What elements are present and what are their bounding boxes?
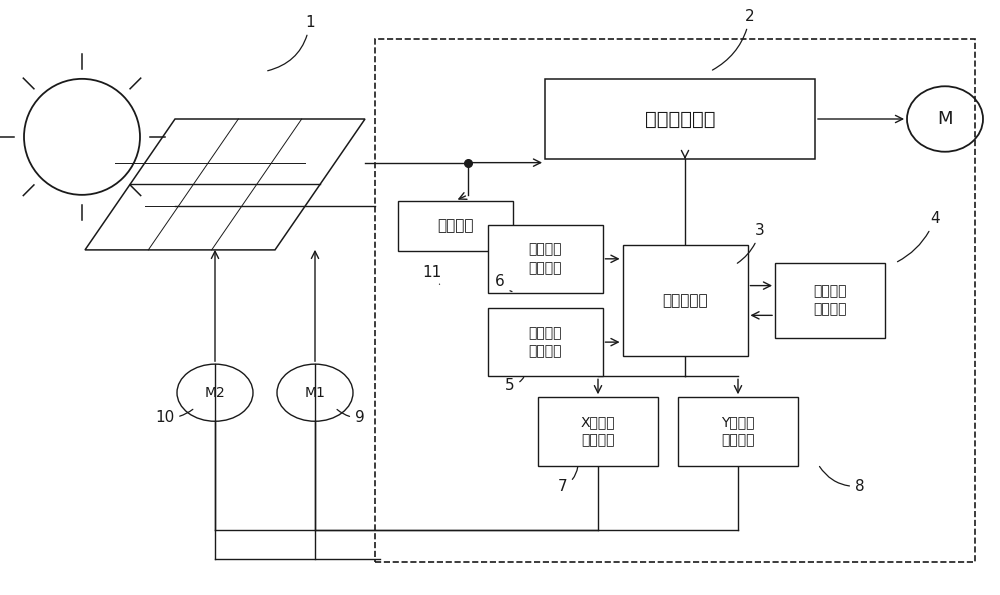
Text: 11: 11 (422, 265, 441, 284)
Text: M1: M1 (305, 386, 325, 400)
Text: 7: 7 (558, 467, 578, 494)
Text: Y轴电机
驱动单元: Y轴电机 驱动单元 (721, 415, 755, 447)
Text: 9: 9 (337, 409, 365, 425)
Bar (538, 397, 658, 465)
Bar (545, 79, 815, 159)
Bar (678, 397, 798, 465)
Bar (398, 201, 512, 251)
Text: 实时时钟
芯片单元: 实时时钟 芯片单元 (813, 284, 847, 317)
Text: 信号实时
检测单元: 信号实时 检测单元 (528, 326, 562, 358)
Text: X轴电机
驱动单元: X轴电机 驱动单元 (581, 415, 615, 447)
Text: M2: M2 (205, 386, 225, 400)
Text: 6: 6 (495, 274, 512, 292)
Bar (775, 263, 885, 338)
Bar (488, 308, 602, 377)
Text: 开关电源: 开关电源 (437, 218, 473, 234)
Text: 功率逆变单元: 功率逆变单元 (645, 109, 715, 129)
Text: 主处理单元: 主处理单元 (662, 293, 708, 308)
Text: 8: 8 (819, 466, 865, 494)
Bar (375, 39, 975, 562)
Text: 10: 10 (155, 409, 193, 425)
Text: 2: 2 (712, 9, 755, 70)
Bar (622, 246, 748, 356)
Text: 3: 3 (737, 223, 765, 263)
Bar (488, 224, 602, 293)
Text: 故障检测
保护单元: 故障检测 保护单元 (528, 243, 562, 275)
Text: 1: 1 (268, 15, 315, 71)
Text: M: M (937, 110, 953, 128)
Text: 5: 5 (505, 377, 524, 393)
Text: 4: 4 (897, 211, 940, 262)
